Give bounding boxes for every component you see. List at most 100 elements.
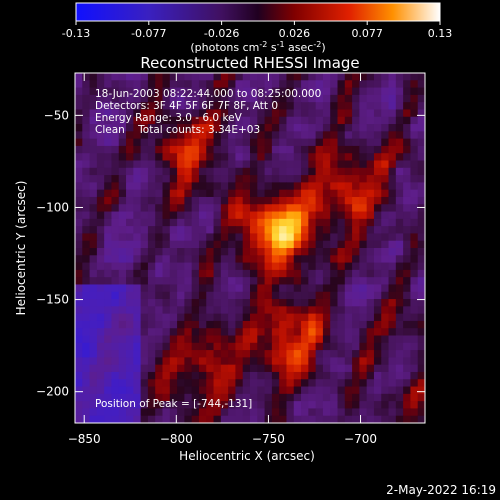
heatmap-cell [366,80,375,89]
heatmap-cell [220,408,229,417]
heatmap-cell [118,364,127,373]
heatmap-cell [191,306,200,315]
heatmap-cell [330,357,338,366]
heatmap-cell [359,211,368,220]
heatmap-cell [75,320,83,329]
heatmap-cell [279,386,287,395]
heatmap-cell [184,262,193,271]
heatmap-cell [191,109,200,118]
heatmap-cell [315,167,324,176]
heatmap-cell [381,320,390,329]
heatmap-cell [271,138,280,147]
heatmap-cell [89,408,98,417]
heatmap-cell [140,116,149,125]
heatmap-cell [242,73,251,81]
heatmap-cell [75,350,83,358]
heatmap-cell [111,248,120,256]
heatmap-cell [89,138,98,147]
heatmap-cell [352,240,360,249]
heatmap-cell [82,196,91,205]
heatmap-cell [381,160,390,169]
heatmap-cell [388,313,397,322]
heatmap-cell [155,328,163,336]
heatmap-cell [82,138,91,147]
heatmap-cell [410,277,419,285]
heatmap-cell [293,269,302,278]
heatmap-cell [235,415,244,423]
heatmap-cell [147,87,156,96]
heatmap-cell [417,211,425,220]
heatmap-cell [250,189,258,198]
heatmap-cell [213,138,222,147]
heatmap-cell [75,182,83,191]
heatmap-cell [330,226,338,234]
heatmap-cell [118,320,127,329]
heatmap-cell [403,255,411,264]
heatmap-cell [257,342,266,351]
heatmap-cell [410,226,419,234]
heatmap-cell [373,73,382,81]
heatmap-cell [75,240,83,249]
heatmap-cell [417,124,425,132]
heatmap-cell [126,87,134,96]
heatmap-cell [184,182,193,191]
heatmap-cell [198,284,207,293]
heatmap-cell [403,379,411,388]
heatmap-cell [169,153,178,161]
heatmap-cell [352,350,360,358]
heatmap-cell [257,175,266,183]
heatmap-cell [155,248,163,256]
heatmap-cell [264,233,273,242]
heatmap-cell [388,379,397,388]
heatmap-cell [118,262,127,271]
heatmap-cell [366,342,375,351]
heatmap-cell [352,269,360,278]
heatmap-cell [271,342,280,351]
heatmap-cell [177,386,185,395]
heatmap-cell [111,80,120,89]
heatmap-cell [126,167,134,176]
heatmap-cell [257,262,266,271]
heatmap-cell [301,350,309,358]
heatmap-cell [111,284,120,293]
heatmap-cell [111,124,120,132]
heatmap-cell [373,408,382,417]
heatmap-cell [301,182,309,191]
heatmap-cell [162,204,171,213]
heatmap-cell [96,408,105,417]
heatmap-cell [293,299,302,307]
heatmap-cell [359,226,368,234]
heatmap-cell [82,80,91,89]
heatmap-cell [89,364,98,373]
heatmap-cell [206,415,215,423]
heatmap-cell [373,415,382,423]
heatmap-cell [75,196,83,205]
heatmap-cell [403,393,411,402]
heatmap-cell [366,73,375,81]
heatmap-cell [301,175,309,183]
heatmap-cell [184,415,193,423]
heatmap-cell [111,386,120,395]
heatmap-cell [242,211,251,220]
heatmap-cell [381,182,390,191]
heatmap-cell [417,393,425,402]
heatmap-cell [257,233,266,242]
heatmap-cell [264,350,273,358]
heatmap-cell [403,306,411,315]
heatmap-cell [279,393,287,402]
heatmap-cell [177,291,185,300]
heatmap-cell [213,284,222,293]
heatmap-cell [126,299,134,307]
heatmap-cell [126,145,134,154]
heatmap-cell [410,357,419,366]
heatmap-cell [184,357,193,366]
heatmap-cell [206,109,215,118]
heatmap-cell [359,138,368,147]
heatmap-cell [271,240,280,249]
heatmap-cell [118,87,127,96]
heatmap-cell [220,299,229,307]
heatmap-cell [96,145,105,154]
heatmap-cell [286,371,295,380]
heatmap-cell [104,218,112,227]
heatmap-cell [89,131,98,140]
